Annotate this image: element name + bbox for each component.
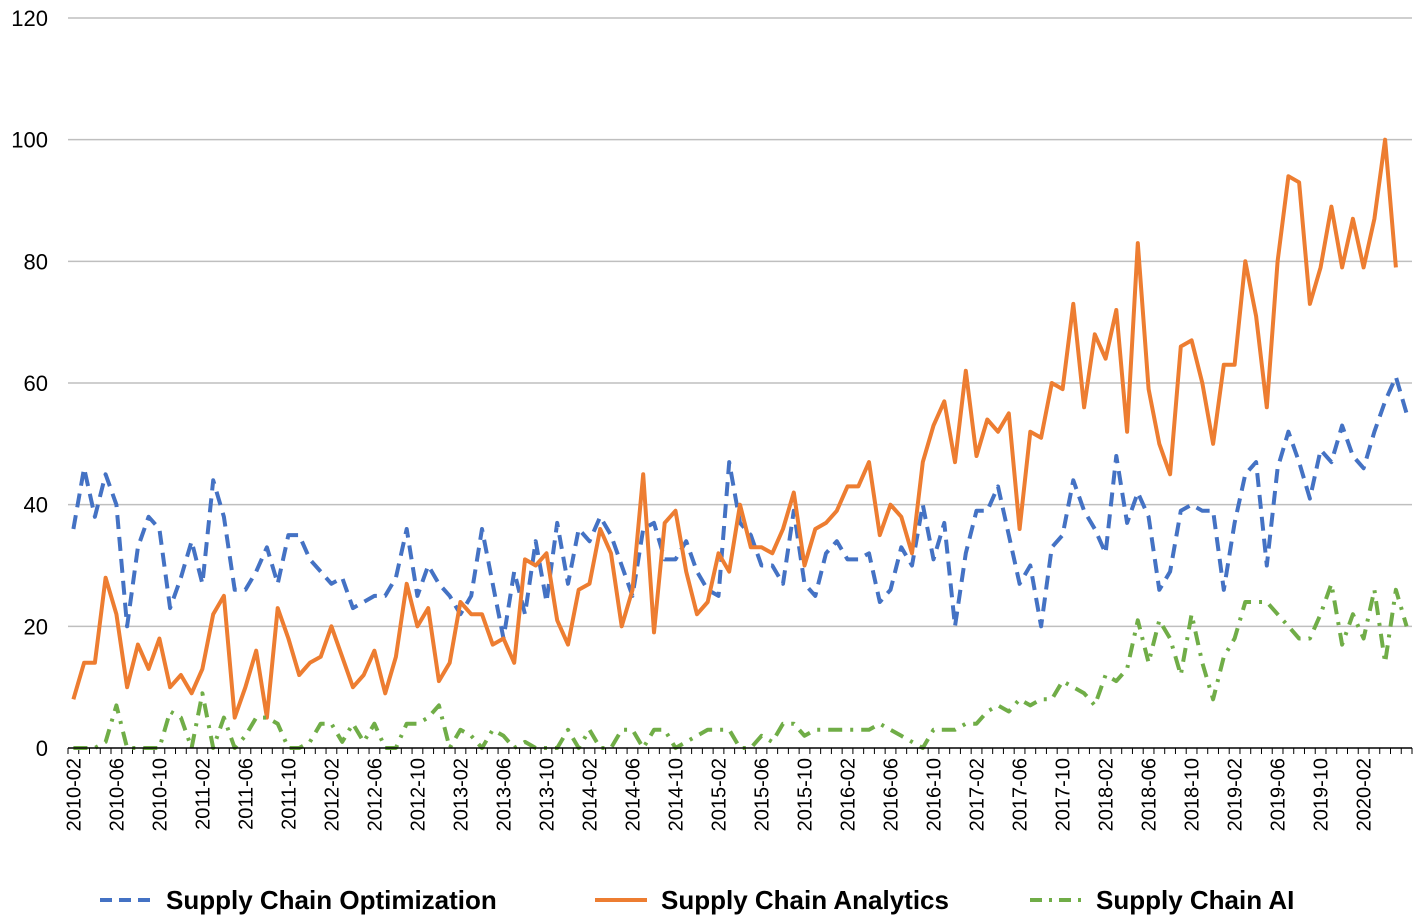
x-tick-label: 2016-06 (881, 758, 903, 831)
x-tick-label: 2019-06 (1268, 758, 1290, 831)
x-tick-label: 2010-10 (149, 758, 171, 831)
x-tick-label: 2016-10 (924, 758, 946, 831)
y-axis-ticks: 0 20 40 60 80 100 120 (11, 6, 48, 761)
x-tick-label: 2010-06 (106, 758, 128, 831)
x-tick-label: 2014-06 (622, 758, 644, 831)
x-tick-label: 2018-10 (1182, 758, 1204, 831)
x-tick-label: 2012-02 (321, 758, 343, 831)
y-tick-label: 80 (24, 249, 48, 274)
series-lines (71, 137, 1409, 750)
gridlines (68, 17, 1412, 628)
legend-label-1: Supply Chain Analytics (661, 885, 949, 915)
y-tick-label: 100 (11, 128, 48, 153)
x-tick-label: 2017-10 (1053, 758, 1075, 831)
x-tick-label: 2011-10 (278, 758, 300, 830)
x-tick-label: 2015-10 (795, 758, 817, 831)
x-tick-label: 2011-02 (192, 758, 214, 830)
x-tick-label: 2014-10 (665, 758, 687, 831)
series-line-1 (71, 137, 1398, 720)
legend-label-0: Supply Chain Optimization (166, 885, 497, 915)
x-tick-label: 2017-06 (1010, 758, 1032, 831)
x-tick-label: 2013-10 (536, 758, 558, 831)
x-tick-label: 2019-10 (1311, 758, 1333, 831)
y-tick-label: 60 (24, 371, 48, 396)
x-tick-label: 2015-06 (752, 758, 774, 831)
y-tick-label: 40 (24, 493, 48, 518)
x-axis-ticks: 2010-02 2010-06 2010-10 2011-02 2011-06 2011-… (63, 748, 1413, 831)
x-tick-label: 2011-06 (235, 758, 257, 830)
x-tick-label: 2018-02 (1096, 758, 1118, 831)
x-tick-label: 2020-02 (1354, 758, 1376, 831)
x-tick-label: 2012-10 (407, 758, 429, 831)
x-tick-label: 2013-06 (493, 758, 515, 831)
x-tick-label: 2013-02 (450, 758, 472, 831)
legend-label-2: Supply Chain AI (1096, 885, 1294, 915)
y-tick-label: 120 (11, 6, 48, 31)
x-tick-label: 2016-02 (838, 758, 860, 831)
x-tick-label: 2010-02 (63, 758, 85, 831)
y-tick-label: 20 (24, 614, 48, 639)
x-tick-label: 2015-02 (708, 758, 730, 831)
y-tick-label: 0 (36, 736, 48, 761)
x-tick-label: 2019-02 (1225, 758, 1247, 831)
x-tick-label: 2014-02 (579, 758, 601, 831)
series-line-0 (71, 374, 1409, 641)
x-tick-label: 2018-06 (1139, 758, 1161, 831)
x-tick-label: 2012-06 (364, 758, 386, 831)
legend: Supply Chain Optimization Supply Chain An… (100, 885, 1294, 915)
x-tick-label: 2017-02 (967, 758, 989, 831)
